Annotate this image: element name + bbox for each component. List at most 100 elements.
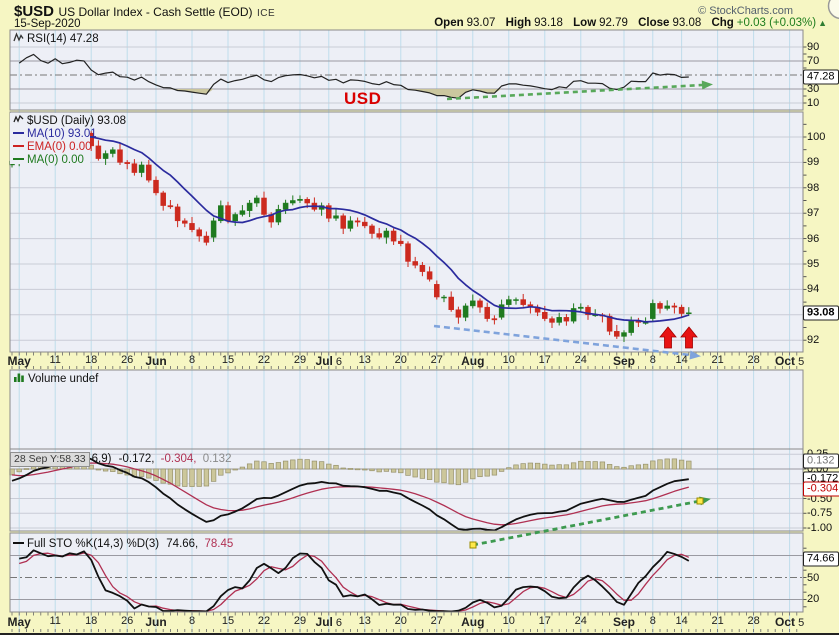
sto-d-line [19, 552, 690, 612]
buy-signal-arrow-2[interactable] [680, 326, 698, 349]
xaxis-label-22-1: 22 [257, 615, 271, 627]
rsi-ytick-10: 10 [807, 97, 820, 109]
high-label: High [505, 17, 532, 29]
sto-ytick-20: 20 [807, 593, 820, 606]
macd-line [11, 456, 689, 532]
price-legend-symbol: $USD (Daily) 93.08 [13, 114, 126, 128]
sto-panel-background [10, 533, 803, 612]
rsi-uptrend-arrow-head [701, 80, 713, 90]
xaxis-label-18-0: 18 [85, 354, 98, 366]
rsi-line [18, 53, 689, 99]
ma10-line [76, 136, 690, 323]
macd-hist-value: 0.132 [202, 453, 232, 465]
rsi-legend: RSI(14) 47.28 [13, 32, 99, 46]
macd-uptrend-arrow-handle-0[interactable] [469, 541, 477, 549]
close-value: 93.08 [672, 17, 702, 29]
rsi-uptrend-arrow[interactable] [446, 83, 703, 101]
xaxis-label-26-1: 26 [121, 615, 134, 627]
sto-legend: Full STO %K(14,3) %D(3) 74.66, 78.45 [13, 538, 233, 550]
xaxis-label-18-1: 18 [85, 615, 98, 627]
instrument-name: US Dollar Index - Cash Settle (EOD) [58, 5, 253, 19]
xaxis-label-15-0: 15 [221, 354, 235, 366]
ma10-line-swatch [13, 132, 24, 134]
macd-params-text: 6,9) [91, 453, 112, 465]
rsi-legend-text: RSI(14) 47.28 [27, 33, 99, 45]
xaxis-label-May-1: May [7, 615, 31, 629]
macd-legend: 28 Sep Y:58.33 6,9) -0.172, -0.304, 0.132 [10, 452, 231, 467]
xaxis-label-28-1: 28 [747, 615, 760, 627]
xaxis-label-Jun-1: Jun [145, 615, 167, 629]
close-label: Close [638, 17, 670, 29]
xaxis-label-14-1: 14 [675, 615, 688, 627]
volume-bars-icon [13, 372, 25, 386]
open-label: Open [434, 17, 464, 29]
ma10-legend: MA(10) 93.01 [13, 128, 97, 140]
price-ytick-98: 98 [807, 181, 820, 194]
xaxis-label-26-0: 26 [121, 354, 134, 366]
price-ytick-100: 100 [807, 131, 826, 143]
usd-annotation-label[interactable]: USD [344, 89, 382, 108]
xaxis-label-10-1: 10 [502, 615, 515, 627]
macd-signal-value: -0.304, [160, 453, 197, 465]
ma0-line-swatch [13, 158, 24, 160]
price-downtrend-arrow-head [689, 350, 701, 360]
macd-ytick--1.00: -1.00 [807, 522, 833, 534]
price-legend-symbol-text: $USD (Daily) 93.08 [27, 115, 127, 127]
xaxis-label-Oct-0: Oct 5 [774, 354, 805, 368]
sto-value-box: 74.66 [803, 551, 839, 567]
rsi-ytick-30: 30 [807, 83, 820, 95]
xaxis-label-Oct-1: Oct 5 [774, 615, 805, 629]
price-ytick-95: 95 [807, 258, 820, 270]
macd-value-box--0.304: -0.304 [803, 481, 839, 497]
price-ytick-99: 99 [807, 156, 820, 169]
price-panel-border [9, 111, 804, 353]
xaxis-label-Jul-1: Jul 6 [315, 615, 343, 629]
xaxis-label-13-0: 13 [358, 354, 371, 366]
xaxis-label-24-1: 24 [574, 615, 587, 627]
corner-widget-icon [827, 0, 839, 20]
low-value: 92.79 [599, 17, 628, 29]
xaxis-label-Aug-0: Aug [461, 354, 485, 368]
xaxis-label-24-0: 24 [574, 354, 587, 366]
xaxis-label-14-0: 14 [675, 354, 688, 366]
macd-uptrend-arrow[interactable] [472, 499, 701, 547]
buy-signal-arrow-1[interactable] [659, 326, 677, 349]
rsi-ytick-90: 90 [807, 41, 820, 53]
xaxis-label-29-1: 29 [293, 615, 307, 627]
price-ytick-92: 92 [807, 334, 820, 347]
sto-line-swatch [13, 542, 24, 544]
xaxis-label-10-0: 10 [502, 354, 515, 366]
xaxis-label-21-1: 21 [711, 615, 724, 627]
macd-uptrend-arrow-handle-1[interactable] [696, 497, 704, 505]
xaxis-label-8-1: 8 [649, 615, 656, 627]
ma0-legend: MA(0) 0.00 [13, 154, 84, 166]
xaxis-label-17-1: 17 [538, 615, 551, 627]
sto-k-line [19, 549, 690, 613]
sto-legend-text: Full STO %K(14,3) %D(3) [27, 538, 160, 550]
xaxis-label-21-0: 21 [711, 354, 724, 366]
xaxis-label-Sep-0: Sep [612, 354, 636, 368]
xaxis-label-8-0: 8 [188, 354, 196, 366]
xaxis-label-Jun-0: Jun [145, 354, 167, 368]
xaxis-label-11-0: 11 [49, 354, 61, 366]
volume-panel-background [10, 370, 803, 449]
up-triangle-icon: ▲ [818, 18, 827, 28]
exchange: ICE [256, 8, 276, 19]
xaxis-label-11-1: 11 [49, 615, 61, 627]
sto-d-value: 78.45 [204, 538, 234, 550]
price-ytick-97: 97 [807, 207, 820, 220]
rsi-value-box: 47.28 [803, 69, 839, 85]
price-downtrend-arrow[interactable] [433, 324, 691, 357]
rsi-panel-background [10, 30, 803, 110]
sto-panel-border [9, 532, 804, 613]
macd-value-box-0.132: 0.132 [803, 453, 839, 469]
macd-ytick--0.75: -0.75 [807, 507, 833, 520]
price-ytick-94: 94 [807, 283, 820, 296]
xaxis-label-27-1: 27 [430, 615, 443, 627]
macd-value: -0.172, [118, 453, 155, 465]
ema-line-swatch [13, 145, 24, 147]
sto-k-value: 74.66, [166, 538, 199, 550]
xaxis-label-17-0: 17 [538, 354, 551, 366]
